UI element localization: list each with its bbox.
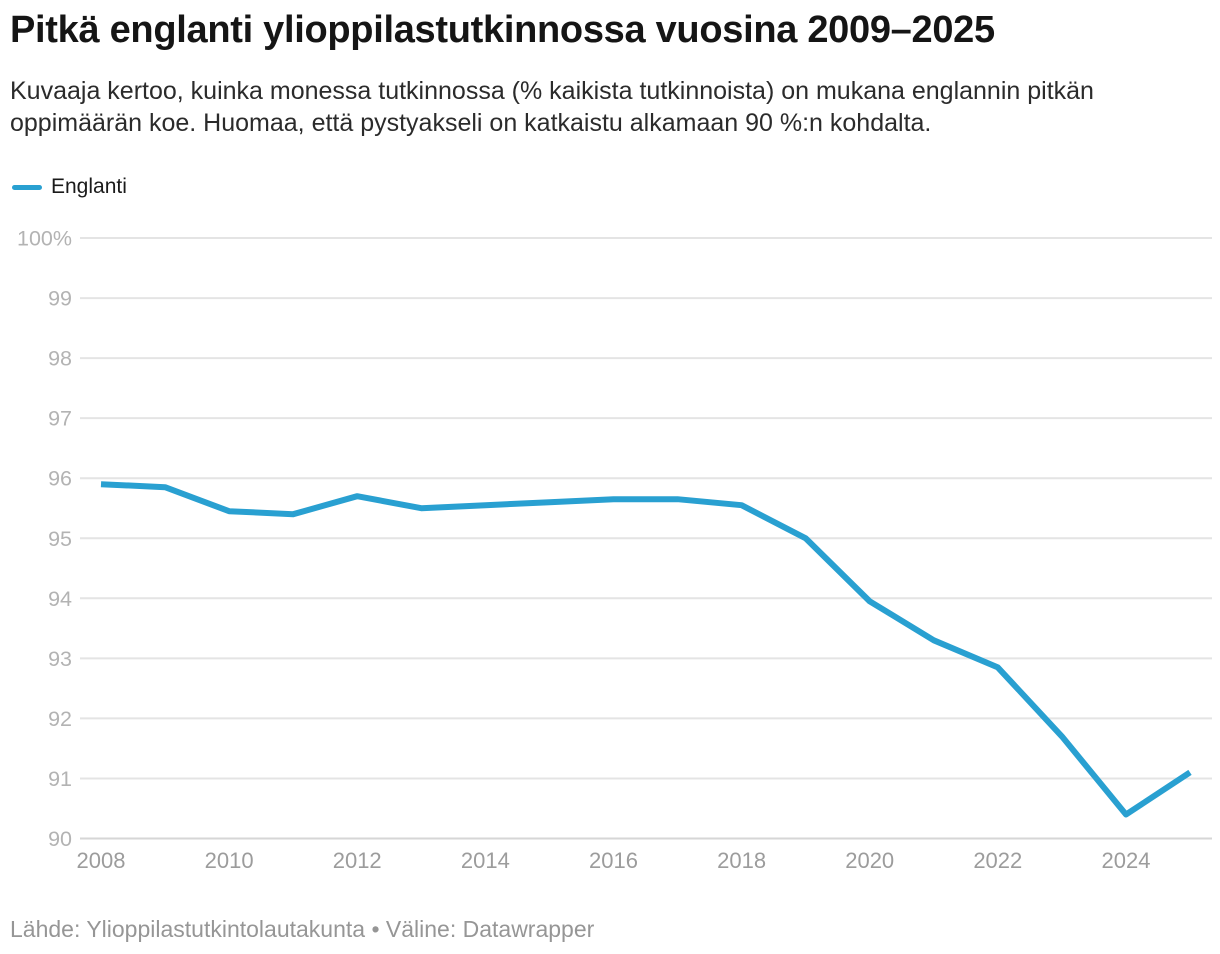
x-axis-tick-label: 2022 bbox=[973, 848, 1022, 873]
x-axis-tick-label: 2008 bbox=[77, 848, 126, 873]
chart-subtitle: Kuvaaja kertoo, kuinka monessa tutkinnos… bbox=[10, 77, 1094, 137]
source-line: Lähde: Ylioppilastutkintolautakunta • Vä… bbox=[10, 916, 595, 942]
x-axis-tick-label: 2016 bbox=[589, 848, 638, 873]
y-axis-tick-label: 100% bbox=[17, 227, 72, 251]
x-axis-tick-label: 2018 bbox=[717, 848, 766, 873]
legend: Englanti bbox=[12, 174, 127, 200]
data-line-englanti bbox=[100, 481, 1192, 818]
y-axis-tick-label: 92 bbox=[48, 707, 72, 731]
y-axis-tick-label: 99 bbox=[48, 287, 72, 311]
legend-line-swatch bbox=[12, 184, 42, 190]
x-axis-tick-label: 2024 bbox=[1102, 848, 1151, 873]
x-axis-tick-label: 2012 bbox=[333, 848, 382, 873]
y-axis-tick-label: 91 bbox=[48, 767, 72, 791]
y-axis-tick-label: 98 bbox=[48, 347, 72, 371]
y-axis-tick-label: 93 bbox=[48, 647, 72, 671]
y-axis-tick-label: 95 bbox=[48, 527, 72, 551]
page-title: Pitkä englanti ylioppilastutkinnossa vuo… bbox=[10, 9, 995, 51]
x-axis-tick-label: 2020 bbox=[845, 848, 894, 873]
y-axis-tick-label: 90 bbox=[48, 827, 72, 851]
legend-label: Englanti bbox=[51, 175, 127, 198]
y-axis-tick-label: 97 bbox=[48, 407, 72, 431]
y-axis-tick-label: 94 bbox=[48, 587, 72, 611]
x-axis-tick-label: 2014 bbox=[461, 848, 510, 873]
x-axis-tick-label: 2010 bbox=[205, 848, 254, 873]
y-axis-tick-label: 96 bbox=[48, 467, 72, 491]
